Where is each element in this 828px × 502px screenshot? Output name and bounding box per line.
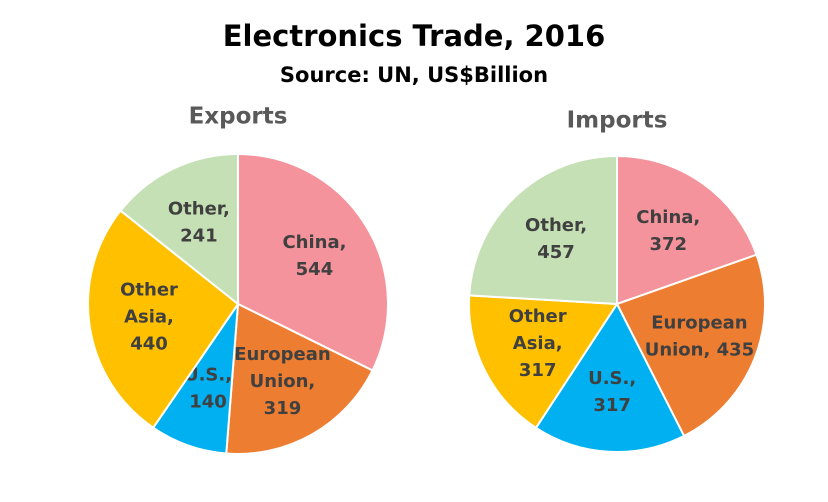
slice-label: Asia,	[513, 333, 563, 354]
slice-label: Other,	[525, 215, 587, 236]
page-title: Electronics Trade, 2016	[223, 19, 606, 53]
slice-label: Union, 435	[645, 339, 754, 360]
pie-slice	[468, 294, 619, 430]
pie-slice	[237, 152, 389, 372]
slice-label: Other	[120, 279, 178, 300]
slice-label: 317	[519, 360, 557, 381]
chart-title: Exports	[189, 104, 288, 130]
slice-label: Union,	[250, 371, 316, 392]
pie-slice	[468, 154, 618, 306]
slice-label: U.S.,	[588, 368, 636, 389]
slice-label: 140	[189, 391, 227, 412]
slice-label: 440	[130, 333, 168, 354]
slice-label: China,	[636, 207, 700, 228]
slice-label: 241	[180, 225, 218, 246]
slice-label: 319	[264, 398, 302, 419]
slice-label: Other,	[168, 198, 230, 219]
slice-label: European	[651, 312, 747, 333]
chart-title: Imports	[567, 108, 668, 134]
slice-label: 457	[537, 242, 575, 263]
slice-label: Asia,	[124, 306, 174, 327]
slice-label: 317	[593, 395, 631, 416]
pie-slice	[119, 152, 239, 307]
slice-label: 544	[296, 259, 334, 280]
slice-label: China,	[282, 232, 346, 253]
pie-slice	[225, 302, 374, 455]
pie-slice	[534, 302, 686, 453]
slice-label: U.S.,	[184, 364, 232, 385]
page-subtitle: Source: UN, US$Billion	[280, 63, 548, 87]
pie-slice	[87, 209, 240, 430]
slice-label: 372	[649, 234, 687, 255]
slice-label: Other	[509, 306, 567, 327]
pie-slice	[615, 253, 766, 438]
slice-label: European	[234, 344, 330, 365]
